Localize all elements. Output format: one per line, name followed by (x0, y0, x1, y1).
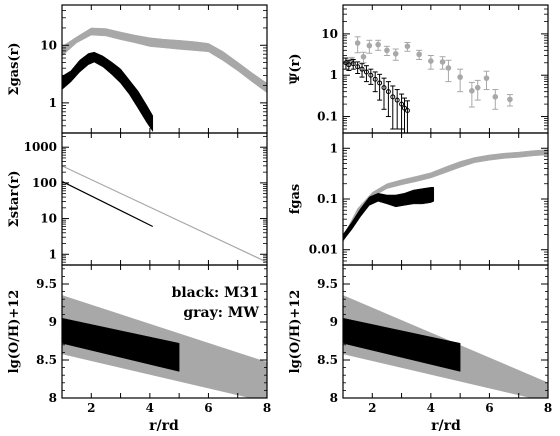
sigma_gas-band-gray (62, 27, 267, 94)
psi-point-gray-14 (474, 84, 481, 91)
psi-point-gray-13 (469, 87, 475, 94)
oh_right-xtick-label-2: 2 (368, 401, 376, 415)
x-axis-label-left: r/rd (149, 418, 179, 434)
oh_left-ylabel: lg(O/H)+12 (7, 290, 22, 374)
psi-ytick-label-0: 0.1 (317, 110, 338, 124)
oh_right-band-black (343, 317, 461, 372)
psi-point-gray-2 (360, 53, 367, 60)
psi-panel: 0.1 1 10 Ψ(r) (288, 4, 549, 134)
oh_right-panel: 2 4 6 8 8 8.5 9 9.5 lg(O/H)+12 (288, 264, 552, 415)
psi-ylabel: Ψ(r) (288, 53, 303, 84)
psi-plot-area (343, 36, 513, 133)
oh_left-panel: 2 4 6 8 8 8.5 9 9.5 lg(O/H)+12 black: M31 gray: MW (7, 264, 271, 415)
oh_right-xtick-label-4: 4 (427, 401, 435, 415)
oh_right-ytick-label-2: 9 (330, 315, 338, 329)
oh_left-frame (61, 264, 268, 399)
psi-point-gray-6 (392, 50, 399, 57)
oh_left-xtick-label-8: 8 (263, 401, 271, 415)
psi-point-black-1 (346, 62, 352, 68)
psi-point-gray-5 (384, 47, 390, 54)
psi-ytick-label-2: 10 (321, 27, 338, 41)
fgas-band-gray (343, 149, 548, 243)
oh_left-xtick-label-2: 2 (87, 401, 95, 415)
fgas-ytick-label-1: 0.1 (317, 192, 338, 206)
psi-point-gray-7 (404, 43, 411, 50)
oh_left-ytick-label-0: 8 (49, 391, 57, 405)
sigma_star-line-black (62, 180, 154, 228)
fgas-ytick-label-0: 0.01 (309, 243, 338, 257)
oh_left-band-black (62, 317, 180, 372)
oh_right-ytick-label-3: 9.5 (317, 277, 338, 291)
psi-ytick-label-1: 1 (330, 68, 338, 82)
sigma_gas-plot-area (62, 27, 267, 133)
oh_left-ytick-label-3: 9.5 (36, 277, 57, 291)
sigma_gas-ylabel: Σgas(r) (7, 42, 22, 95)
sigma_star-plot-area (62, 165, 267, 263)
oh_left-xtick-label-6: 6 (204, 401, 212, 415)
fgas-ytick-label-2: 1 (330, 141, 338, 155)
sigma_star-panel: 1 10 100 1000 Σstar(r) (7, 132, 268, 266)
sigma_gas-band-black (62, 51, 154, 133)
oh_left-legend-1: gray: MW (183, 305, 259, 321)
sigma_star-frame (61, 132, 268, 266)
sigma_star-ytick-label-1: 10 (40, 212, 57, 226)
psi-point-black-10 (385, 89, 391, 95)
oh_right-ytick-label-0: 8 (330, 391, 338, 405)
sigma_star-ytick-label-2: 100 (32, 176, 57, 190)
psi-point-black-8 (377, 80, 383, 86)
psi-point-black-7 (372, 76, 378, 82)
psi-point-gray-9 (428, 58, 434, 64)
psi-point-black-3 (355, 64, 361, 70)
psi-point-gray-16 (492, 94, 499, 100)
fgas-band-black (343, 187, 435, 242)
psi-point-gray-15 (483, 75, 490, 81)
psi-point-black-6 (368, 72, 374, 78)
psi-point-black-9 (381, 85, 387, 91)
psi-point-gray-12 (457, 74, 463, 80)
psi-point-black-15 (404, 108, 410, 114)
psi-point-black-5 (363, 69, 369, 75)
psi-point-gray-11 (445, 65, 452, 71)
sigma_gas-ytick-label-1: 10 (40, 38, 57, 52)
oh_right-frame (342, 264, 549, 399)
oh_right-plot-area (343, 295, 548, 398)
oh_left-ytick-label-1: 8.5 (36, 353, 57, 367)
oh_left-plot-area (62, 295, 267, 398)
psi-point-black-4 (359, 66, 365, 72)
fgas-ylabel: fgas (288, 184, 303, 214)
psi-point-black-14 (402, 105, 407, 111)
psi-point-gray-8 (416, 51, 422, 58)
psi-point-gray-1 (354, 40, 361, 46)
oh_left-xtick-label-4: 4 (146, 401, 154, 415)
psi-point-black-2 (350, 61, 356, 67)
sigma_star-ylabel: Σstar(r) (7, 171, 22, 228)
psi-point-gray-10 (439, 59, 446, 65)
sigma_gas-panel: 1 10 Σgas(r) (7, 4, 268, 134)
psi-point-gray-17 (507, 96, 513, 103)
oh_left-ytick-label-2: 9 (49, 315, 57, 329)
oh_right-xtick-label-8: 8 (544, 401, 552, 415)
fgas-panel: 0.01 0.1 1 fgas (288, 132, 549, 266)
psi-point-gray-4 (375, 41, 381, 48)
fgas-plot-area (343, 149, 548, 243)
plot-layer: 1 10 Σgas(r) 0.1 1 10 Ψ(r) 1 10 100 1000 Σstar(r) 0.… (7, 4, 552, 415)
psi-point-black-13 (399, 101, 405, 107)
oh_left-legend-0: black: M31 (172, 285, 259, 301)
oh_right-ylabel: lg(O/H)+12 (288, 290, 303, 374)
sigma_gas-ytick-label-0: 1 (49, 96, 57, 110)
sigma_star-ytick-label-0: 1 (49, 247, 57, 261)
sigma_star-line-gray (62, 165, 267, 263)
x-axis-label-right: r/rd (431, 418, 461, 434)
psi-point-black-12 (394, 97, 400, 103)
oh_right-ytick-label-1: 8.5 (317, 353, 338, 367)
oh_right-xtick-label-6: 6 (485, 401, 493, 415)
psi-point-gray-3 (366, 42, 373, 49)
psi-point-black-11 (390, 94, 396, 100)
sigma_star-ytick-label-3: 1000 (24, 140, 57, 154)
